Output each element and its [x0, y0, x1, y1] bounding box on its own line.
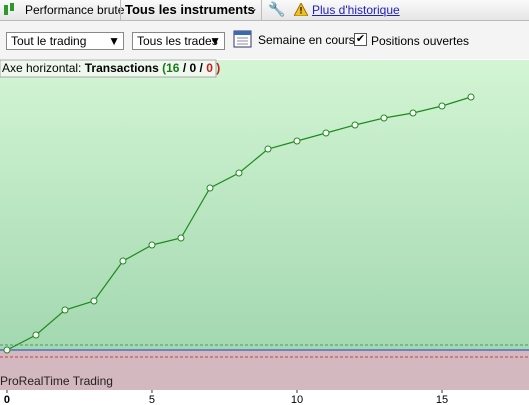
point	[3, 346, 11, 354]
sep: /	[183, 61, 187, 75]
paren: (	[162, 61, 166, 75]
neutral: 0	[190, 61, 197, 75]
point	[32, 331, 40, 339]
point	[119, 257, 127, 265]
header-box	[0, 59, 217, 78]
svg-text:!: !	[300, 5, 303, 15]
chart-header: Axe horizontal: Transactions (16 / 0 / 0…	[2, 61, 220, 75]
point	[206, 184, 214, 192]
point	[409, 109, 417, 117]
point	[177, 234, 185, 242]
warning-icon: !	[294, 3, 308, 16]
point	[467, 93, 475, 101]
header-label: Axe horizontal:	[2, 61, 81, 75]
wrench-icon[interactable]: 🔧	[268, 1, 286, 17]
point	[293, 137, 301, 145]
performance-label[interactable]: Performance brute	[25, 3, 125, 17]
dropdown-arrow: ⌄	[248, 1, 259, 15]
axis-name: Transactions	[85, 61, 159, 75]
point	[351, 121, 359, 129]
x-tick-label: 0	[4, 394, 10, 405]
trades-select[interactable]: Tous les trades ▼	[132, 32, 225, 50]
trading-value: Tout le trading	[11, 34, 87, 48]
point	[264, 145, 272, 153]
losses: 0	[206, 61, 213, 75]
x-axis-area	[0, 390, 529, 405]
sep: /	[200, 61, 204, 75]
open-positions-checkbox[interactable]: ✔	[354, 33, 367, 46]
trades-value: Tous les trades	[137, 34, 218, 48]
point	[438, 102, 446, 110]
wins: 16	[166, 61, 180, 75]
point	[380, 114, 388, 122]
open-positions-label: Positions ouvertes	[371, 34, 470, 48]
point	[61, 306, 69, 314]
watermark: ProRealTime Trading	[0, 374, 113, 388]
point	[235, 169, 243, 177]
chart-icon	[4, 3, 14, 15]
point	[148, 241, 156, 249]
x-tick-label: 15	[436, 394, 448, 405]
period-label: Semaine en cours	[258, 33, 355, 47]
instruments-dropdown[interactable]: Tous les instruments	[125, 2, 255, 17]
x-tick-label: 10	[291, 394, 303, 405]
toolbar: Performance brute Tous les instruments ⌄…	[0, 0, 529, 21]
history-link[interactable]: Plus d'historique	[312, 3, 400, 17]
paren: )	[216, 61, 220, 75]
filter-bar: Tout le trading ▼ Tous les trades ▼ Semain…	[0, 21, 529, 59]
calendar-icon[interactable]	[233, 29, 253, 51]
point	[322, 129, 330, 137]
trading-select[interactable]: Tout le trading ▼	[6, 32, 124, 50]
x-tick-label: 5	[149, 394, 155, 405]
point	[90, 297, 98, 305]
